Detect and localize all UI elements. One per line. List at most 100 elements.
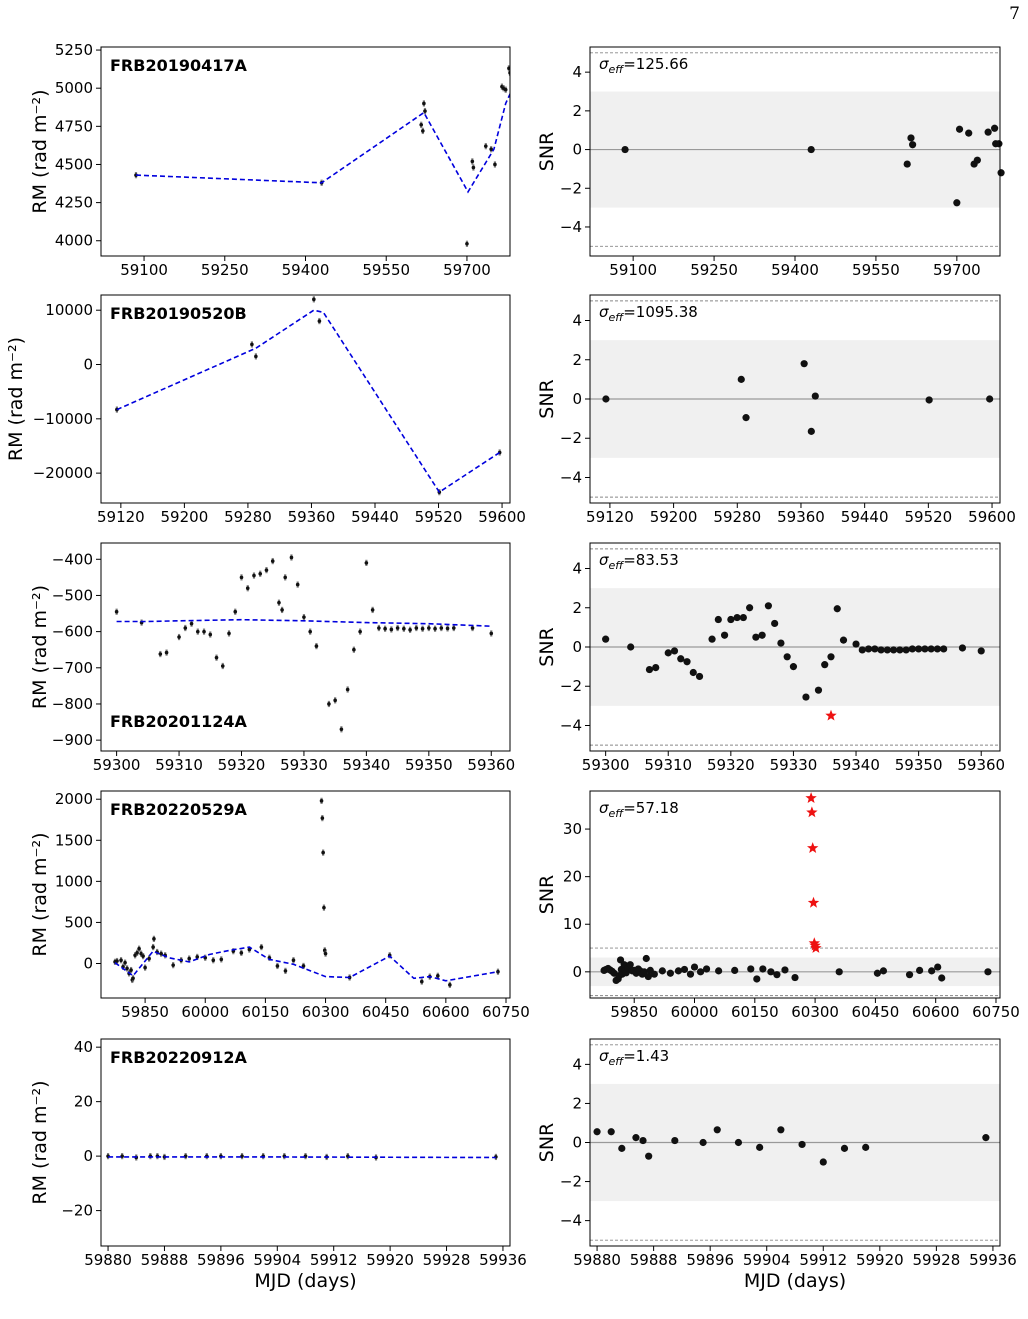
rm-point	[137, 946, 141, 951]
x-tick-label: 59100	[120, 261, 168, 279]
y-tick-label: 2	[572, 599, 582, 617]
rm-point	[439, 626, 444, 630]
rm-axis-label: RM (rad m⁻²)	[5, 337, 27, 461]
x-tick-label: 60450	[362, 1003, 410, 1021]
rm-point	[503, 87, 508, 92]
y-tick-label: 0	[572, 1134, 582, 1152]
snr-point	[713, 1126, 721, 1134]
rm-point	[134, 173, 138, 177]
y-tick-label: 4750	[55, 117, 93, 135]
y-tick-label: 0	[572, 390, 582, 408]
snr-point	[695, 672, 704, 681]
rm-point	[389, 627, 394, 632]
y-tick-label: 5000	[55, 79, 93, 97]
x-tick-label: 59360	[467, 756, 515, 774]
rm-point	[312, 297, 316, 302]
x-tick-label: 60750	[972, 1003, 1020, 1021]
snr-point	[689, 668, 697, 677]
snr-point	[877, 646, 885, 654]
x-tick-label: 59936	[479, 1251, 527, 1269]
rm-point	[489, 147, 493, 152]
rm-model-line	[116, 618, 492, 627]
snr-point	[986, 395, 994, 403]
y-tick-label: −2	[560, 677, 582, 695]
rm-point	[423, 109, 427, 113]
x-tick-label: 59520	[904, 508, 952, 526]
x-tick-label: 60450	[852, 1003, 900, 1021]
snr-point	[984, 968, 992, 976]
snr-panel-3: 59850 60000 60150 60300 60450 60600 60750 0 10 20…	[536, 790, 1020, 1021]
y-tick-label: −2	[560, 429, 582, 447]
snr-point	[889, 646, 898, 654]
x-tick-label: 59330	[770, 756, 818, 774]
snr-point	[639, 1136, 647, 1145]
rm-point	[214, 655, 219, 660]
x-tick-label: 59120	[586, 508, 634, 526]
rm-panel-2: 59300 59310 59320 59330 59340 59350 59360 −900 −…	[29, 542, 515, 774]
rm-point	[211, 958, 216, 963]
x-tick-label: 59250	[201, 261, 249, 279]
rm-points	[115, 296, 502, 496]
rm-point	[320, 816, 325, 820]
y-tick-label: 2	[572, 351, 582, 369]
x-tick-label: 59912	[799, 1251, 847, 1269]
snr-point	[756, 1143, 764, 1151]
x-tick-label: 59700	[933, 261, 981, 279]
rm-point	[250, 342, 254, 347]
snr-point	[835, 968, 843, 976]
rm-point	[139, 951, 143, 956]
y-tick-label: −600	[52, 623, 93, 641]
sigma-eff: σeff=57.18	[599, 799, 679, 820]
snr-point	[708, 635, 716, 643]
x-tick-label: 59310	[644, 756, 692, 774]
rm-point	[289, 555, 294, 560]
rm-point	[489, 631, 494, 636]
rm-point	[208, 632, 213, 637]
rm-point	[420, 626, 425, 631]
snr-point	[731, 966, 739, 975]
snr-point	[658, 967, 666, 975]
frb-name: FRB20220529A	[110, 800, 248, 819]
snr-panel-1: 59120 59200 59280 59360 59440 59520 59600 −4 −2 0…	[536, 294, 1016, 526]
rm-point	[507, 66, 510, 71]
rm-frame	[100, 1038, 511, 1247]
rm-model-line	[114, 946, 499, 982]
rm-point	[239, 575, 244, 580]
snr-axis-label: SNR	[536, 1123, 558, 1162]
frb-name: FRB20190417A	[110, 56, 248, 75]
x-tick-label: 59880	[573, 1251, 621, 1269]
x-tick-label: 59340	[832, 756, 880, 774]
snr-point	[626, 961, 634, 969]
y-tick-label: −20000	[33, 464, 93, 482]
snr-point	[747, 965, 755, 973]
snr-point	[602, 395, 610, 403]
x-tick-label: 59920	[366, 1251, 414, 1269]
snr-point	[883, 646, 891, 654]
rm-point	[159, 951, 163, 956]
snr-point	[955, 125, 964, 133]
snr-point	[767, 968, 775, 976]
x-tick-label: 59400	[282, 261, 330, 279]
snr-point	[680, 965, 689, 974]
snr-point	[683, 658, 691, 666]
snr-point	[715, 967, 723, 975]
x-tick-label: 59280	[224, 508, 272, 526]
y-tick-label: 500	[64, 913, 93, 931]
snr-point	[873, 969, 882, 977]
rm-point	[471, 165, 476, 170]
y-tick-label: −800	[52, 695, 93, 713]
snr-point	[764, 602, 772, 610]
rm-point	[301, 964, 306, 968]
snr-point	[759, 965, 767, 973]
snr-point	[671, 1136, 679, 1145]
y-tick-label: 4500	[55, 155, 93, 173]
outlier-star	[807, 896, 820, 908]
rm-point	[483, 144, 488, 148]
snr-point	[781, 966, 789, 974]
snr-point	[677, 655, 685, 663]
snr-point	[666, 969, 674, 977]
x-tick-label: 59200	[161, 508, 209, 526]
rm-point	[120, 1154, 124, 1158]
rm-point	[283, 969, 288, 973]
x-tick-label: 60600	[912, 1003, 960, 1021]
